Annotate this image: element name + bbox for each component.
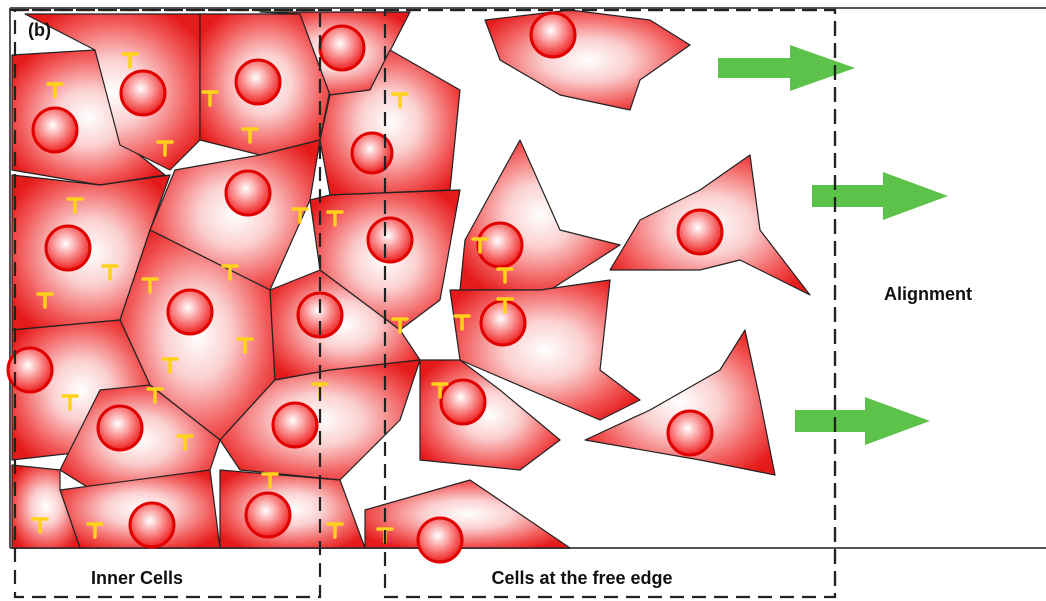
nuclei [441, 380, 485, 424]
nuclei [320, 26, 364, 70]
nuclei [273, 403, 317, 447]
nuclei [98, 406, 142, 450]
nuclei [226, 171, 270, 215]
nuclei [46, 226, 90, 270]
migration-arrow [795, 397, 930, 445]
nuclei [236, 60, 280, 104]
nuclei [478, 223, 522, 267]
region-label: Inner Cells [91, 568, 183, 588]
nuclei [481, 301, 525, 345]
nuclei [246, 493, 290, 537]
nuclei [531, 13, 575, 57]
region-label: Cells at the free edge [491, 568, 672, 588]
nuclei [668, 411, 712, 455]
nuclei [168, 290, 212, 334]
nuclei [678, 210, 722, 254]
cell [485, 10, 690, 110]
migration-arrow [812, 172, 948, 220]
cell [365, 480, 570, 548]
nuclei [368, 218, 412, 262]
nuclei [130, 503, 174, 547]
alignment-label: Alignment [884, 284, 972, 304]
nuclei [121, 71, 165, 115]
panel-label: (b) [28, 20, 51, 40]
nuclei [418, 518, 462, 562]
diagram: (b) Alignment Inner Cells Cells at the f… [0, 0, 1046, 601]
nuclei [33, 108, 77, 152]
cell [220, 470, 365, 548]
cell [460, 140, 620, 290]
